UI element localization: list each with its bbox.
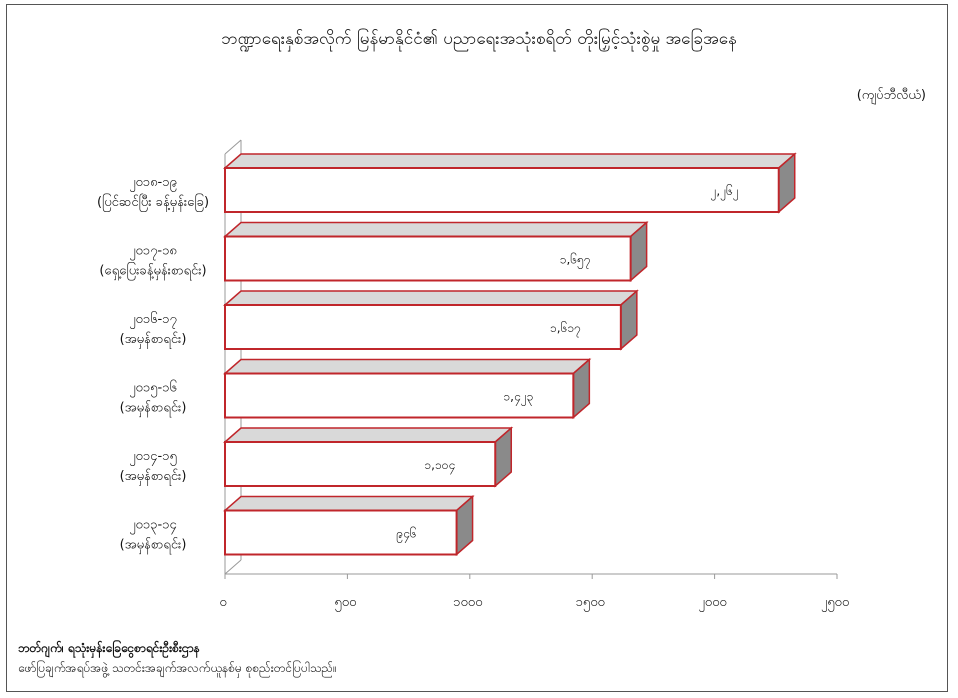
bar-top-face	[223, 358, 592, 375]
bar-top-face	[223, 427, 514, 443]
bar-value-label: ၉၄၆	[396, 526, 416, 544]
category-label-year: ၂၀၁၅-၁၆	[129, 380, 177, 398]
bar-value-label: ၁,၁၀၄	[424, 458, 455, 475]
category-label-status: (ပြင်ဆင်ပြီး ခန့်မှန်းခြေ)	[97, 193, 209, 212]
bar-value-label: ၂,၂၆၂	[710, 183, 738, 201]
bar: ၁,၄၂၃	[223, 357, 592, 420]
category-label-status: (အမှန်စာရင်း)	[120, 400, 187, 418]
bar-value-label: ၁,၆၅၇	[560, 252, 591, 270]
bar: ၂,၂၆၂	[223, 152, 797, 214]
source-line-2: ဖော်ပြချက်အရပ်အဖွဲ့ သတင်းအချက်အလက်ယူနစ်မ…	[18, 659, 337, 678]
chart-title: ဘဏ္ဍာရေးနှစ်အလိုက် မြန်မာနိုင်ငံ၏ ပညာရေး…	[221, 27, 737, 52]
category-label-status: (အမှန်စာရင်း)	[120, 537, 187, 555]
bar-front-face	[224, 235, 632, 282]
bar-top-face	[223, 495, 475, 512]
bar-front-face	[224, 441, 497, 487]
category-label-status: (အမှန်စာရင်း)	[120, 468, 187, 486]
category-label-year: ၂၀၁၇-၁၈	[129, 244, 177, 261]
bar-front-face	[224, 167, 780, 213]
unit-label: (ကျပ်ဘီလီယံ)	[857, 87, 926, 105]
category-label-year: ၂၀၁၆-၁၇	[129, 311, 177, 329]
bar: ၉၄၆	[223, 494, 475, 557]
bar: ၁,၆၁၇	[223, 289, 639, 351]
bar: ၁,၆၅၇	[223, 220, 649, 283]
x-tick-label: ၀	[219, 595, 226, 610]
x-tick-label: ၁၀၀၀	[453, 595, 482, 610]
x-tick-label: ၅၀၀	[334, 595, 356, 612]
bar-top-face	[223, 221, 649, 238]
category-label-year: ၂၀၁၃-၁၄	[129, 518, 177, 535]
bar-value-label: ၁,၄၂၃	[503, 390, 533, 407]
category-label-status: (ရှေ့ပြေးခန့်မှန်းစာရင်း)	[99, 262, 206, 281]
bar-top-face	[223, 290, 639, 306]
source-line-1: ဘတ်ဂျက်၊ ရသုံးမှန်းခြေငွေစာရင်းဦးစီးဌာန	[18, 638, 200, 659]
category-label-year: ၂၀၁၄-၁၅	[129, 449, 177, 466]
bar-front-face	[224, 304, 622, 350]
category-label-year: ၂၀၁၈-၁၉	[129, 175, 177, 192]
x-tick-label: ၂၅၀၀	[821, 595, 849, 612]
category-label-status: (အမှန်စာရင်း)	[120, 331, 187, 349]
x-tick-labels: ၀ ၅၀၀ ၁၀၀၀ ၁၅၀၀ ၂၀၀၀ ၂၅၀၀	[219, 574, 849, 612]
bar-front-face	[224, 372, 575, 419]
x-tick-label: ၁၅၀၀	[576, 595, 605, 612]
bar: ၁,၁၀၄	[223, 426, 514, 488]
bar-top-face	[223, 153, 797, 169]
x-tick-label: ၂၀၀၀	[698, 595, 726, 612]
category-labels: ၂၀၁၈-၁၉(ပြင်ဆင်ပြီး ခန့်မှန်းခြေ) ၂၀၁၇-၁၈…	[97, 175, 209, 555]
bar-front-face	[224, 509, 458, 556]
bar-value-label: ၁,၆၁၇	[550, 320, 581, 338]
